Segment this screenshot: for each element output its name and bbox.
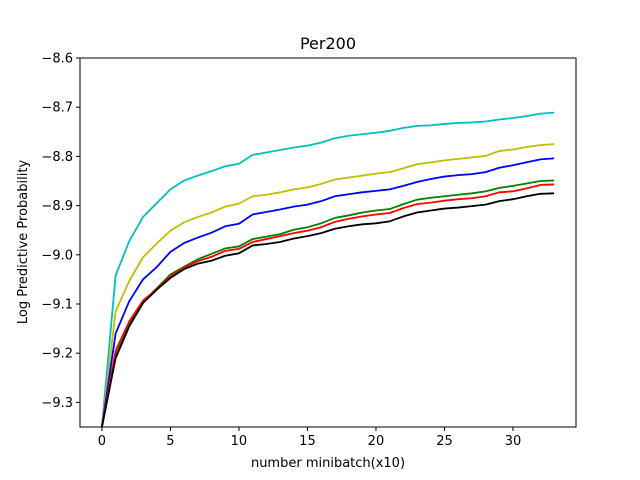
x-axis: 0 5 10 15 20 25 30: [98, 427, 521, 449]
y-tick-label: −8.9: [41, 199, 73, 214]
y-tick-label: −8.8: [41, 150, 73, 165]
y-tick-label: −9.0: [41, 248, 73, 263]
series-line-3: [101, 157, 555, 427]
x-tick-label: 15: [299, 434, 316, 449]
series-line-4: [101, 179, 555, 427]
plot-frame: [79, 57, 577, 428]
y-tick-label: −8.7: [41, 101, 73, 116]
series-layer: [101, 111, 555, 427]
x-axis-label: number minibatch(x10): [251, 456, 405, 471]
y-tick-label: −9.3: [41, 396, 73, 411]
chart-title: Per200: [300, 34, 356, 53]
x-tick-label: 25: [436, 434, 453, 449]
series-line-2: [101, 143, 555, 427]
series-line-6: [101, 192, 555, 427]
x-tick-label: 30: [505, 434, 522, 449]
y-tick-label: −9.2: [41, 347, 73, 362]
series-line-1: [101, 111, 555, 427]
series-line-5: [101, 183, 555, 427]
x-tick-label: 20: [368, 434, 385, 449]
x-tick-label: 10: [231, 434, 248, 449]
x-tick-label: 0: [98, 434, 106, 449]
y-tick-label: −8.6: [41, 52, 73, 67]
y-tick-label: −9.1: [41, 298, 73, 313]
y-axis-label: Log Predictive Probability: [16, 160, 31, 325]
x-tick-label: 5: [166, 434, 174, 449]
y-axis: −9.3 −9.2 −9.1 −9.0 −8.9 −8.8 −8.7 −8.6: [41, 52, 80, 411]
